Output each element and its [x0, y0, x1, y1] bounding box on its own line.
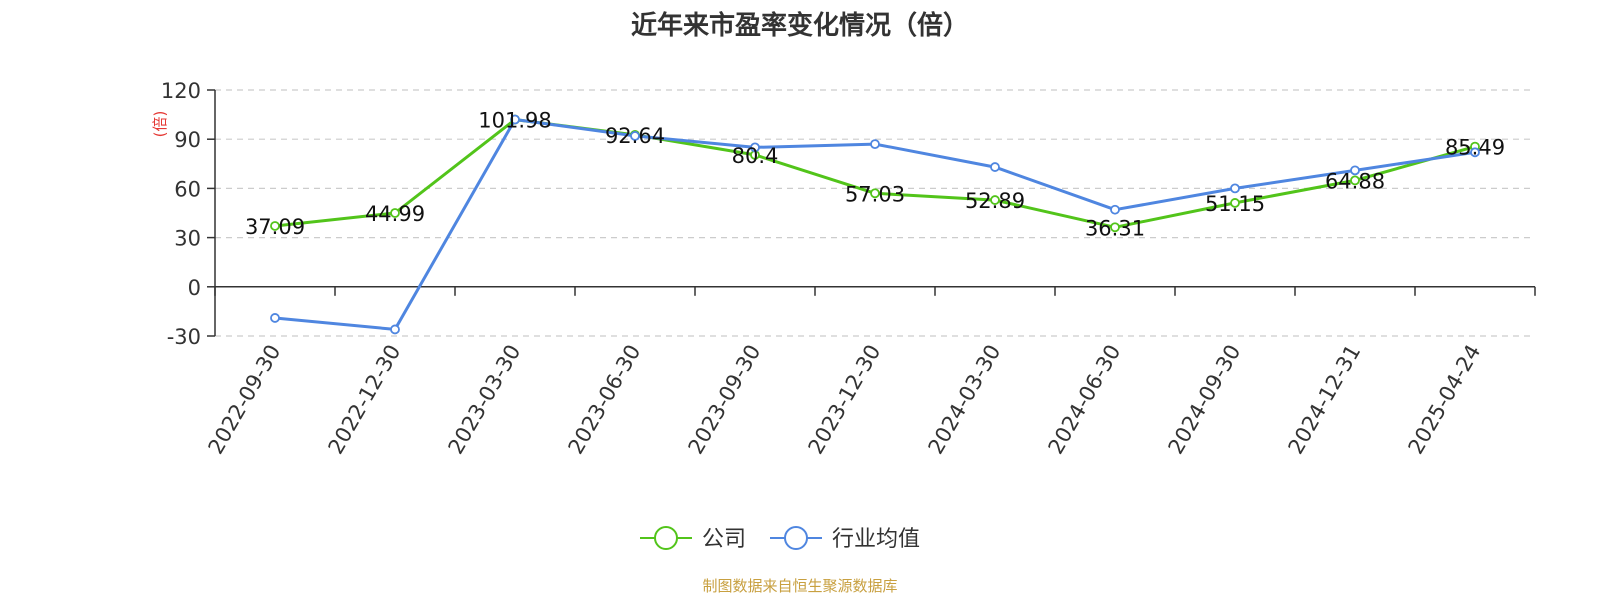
y-tick-label: 120: [161, 79, 201, 103]
legend-label: 公司: [702, 527, 746, 552]
data-point[interactable]: [390, 324, 400, 335]
data-source-note: 制图数据来自恒生聚源数据库: [702, 577, 897, 595]
data-point[interactable]: [1230, 183, 1240, 194]
x-tick-label: 2023-03-30: [444, 341, 526, 459]
data-label: 92.64: [605, 124, 665, 148]
legend-label: 行业均值: [832, 527, 920, 552]
series-line-1: [274, 118, 1476, 331]
series-lines: [270, 114, 1480, 335]
data-label: 101.98: [478, 109, 551, 133]
data-label: 52.89: [965, 189, 1025, 213]
data-label: 44.99: [365, 202, 425, 226]
data-label: 51.15: [1205, 192, 1265, 216]
data-point[interactable]: [870, 139, 880, 150]
data-point[interactable]: [750, 142, 760, 153]
y-tick-label: 90: [174, 128, 201, 152]
data-point[interactable]: [870, 188, 880, 199]
axes: -30 0 30 60 90 120 2022-09-30 2022-12-30 2023-03…: [161, 79, 1536, 459]
data-label: 36.31: [1085, 216, 1145, 240]
x-tick-label: 2024-06-30: [1044, 341, 1126, 459]
legend-marker: [654, 526, 678, 550]
data-label: 85.49: [1445, 136, 1505, 160]
data-point[interactable]: [270, 313, 280, 323]
y-tick-label: -30: [167, 325, 201, 349]
data-point[interactable]: [1110, 204, 1120, 215]
y-axis-unit-label: (倍): [151, 111, 169, 138]
data-point[interactable]: [1350, 175, 1360, 186]
data-labels: 37.09 44.99 101.98 92.64 80.4 57.03 52.89 36.31…: [245, 109, 1505, 241]
x-tick-label: 2024-09-30: [1164, 341, 1246, 459]
data-point[interactable]: [1470, 147, 1480, 158]
x-tick-label: 2024-12-31: [1284, 341, 1366, 459]
y-tick-label: 30: [174, 227, 201, 251]
data-label: 37.09: [245, 215, 305, 239]
data-point[interactable]: [1350, 165, 1360, 176]
chart-title: 近年来市盈率变化情况（倍）: [631, 10, 969, 41]
data-point[interactable]: [270, 221, 280, 231]
data-label: 57.03: [845, 182, 905, 206]
x-tick-label: 2023-12-30: [804, 341, 886, 459]
x-tick-label: 2022-12-30: [324, 341, 406, 459]
legend-item-1[interactable]: 行业均值: [770, 526, 920, 552]
data-point[interactable]: [510, 114, 520, 125]
series-line-0: [274, 118, 1476, 229]
data-point[interactable]: [630, 131, 640, 141]
data-label: 64.88: [1325, 169, 1385, 193]
data-point[interactable]: [990, 195, 1000, 205]
x-tick-label: 2022-09-30: [204, 341, 286, 459]
y-tick-label: 60: [174, 177, 201, 201]
data-point[interactable]: [390, 208, 400, 218]
data-point[interactable]: [1230, 198, 1240, 208]
y-tick-label: 0: [188, 276, 201, 300]
legend[interactable]: 公司 行业均值: [640, 526, 920, 552]
data-point[interactable]: [990, 162, 1000, 172]
data-point[interactable]: [1110, 222, 1120, 233]
legend-item-0[interactable]: 公司: [640, 526, 746, 552]
x-tick-label: 2024-03-30: [924, 341, 1006, 459]
legend-marker: [784, 526, 808, 550]
x-tick-label: 2023-09-30: [684, 341, 766, 459]
x-tick-label: 2025-04-24: [1404, 341, 1486, 459]
x-tick-label: 2023-06-30: [564, 341, 646, 459]
data-label: 80.4: [732, 144, 779, 168]
